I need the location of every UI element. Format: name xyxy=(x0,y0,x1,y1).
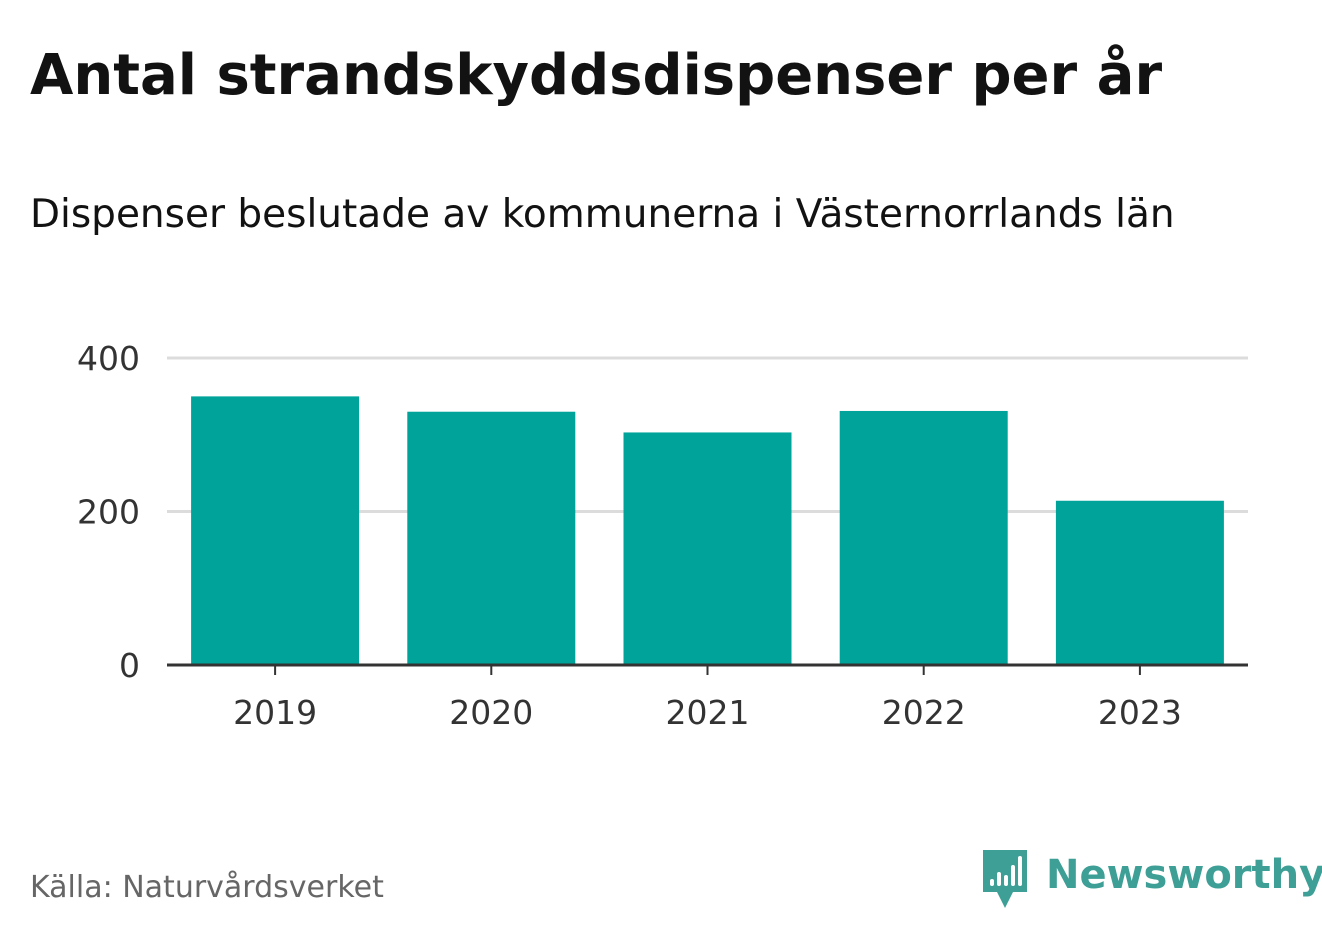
bar-2021 xyxy=(623,432,792,665)
x-tick-label: 2021 xyxy=(666,693,750,732)
tick-labels: 0 200 400 2019 2020 2021 2022 2023 xyxy=(77,339,1182,732)
bar-2022 xyxy=(839,410,1008,665)
x-tick-label: 2022 xyxy=(882,693,966,732)
chart-subtitle: Dispenser beslutade av kommunerna i Väst… xyxy=(30,192,1175,237)
bars xyxy=(191,396,1224,665)
axes xyxy=(167,663,1248,675)
brand-name: Newsworthy xyxy=(1046,852,1322,898)
x-tick-label: 2020 xyxy=(449,693,533,732)
bar-2020 xyxy=(407,411,576,665)
bar-2023 xyxy=(1055,500,1224,665)
x-tick-label: 2023 xyxy=(1098,693,1182,732)
brand: Newsworthy xyxy=(980,848,1322,912)
y-tick-label: 200 xyxy=(77,493,140,532)
y-tick-label: 0 xyxy=(119,646,140,685)
source-note: Källa: Naturvårdsverket xyxy=(30,870,384,905)
y-tick-label: 400 xyxy=(77,339,140,378)
x-tick-label: 2019 xyxy=(233,693,317,732)
chart-title: Antal strandskyddsdispenser per år xyxy=(30,43,1163,108)
newsworthy-logo-icon xyxy=(983,850,1027,908)
bar-2019 xyxy=(191,396,360,665)
